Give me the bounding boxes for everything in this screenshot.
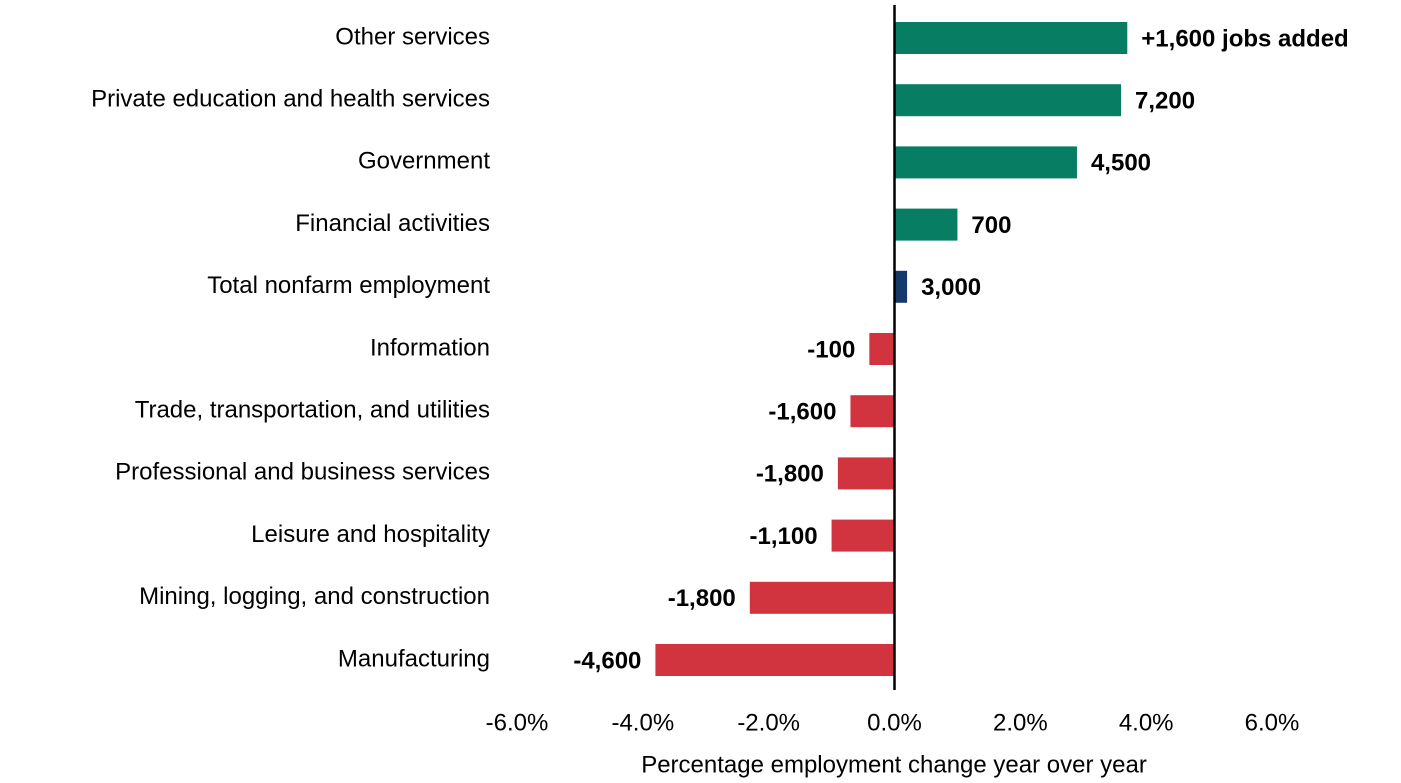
x-tick-label: -2.0% <box>737 709 800 736</box>
value-label: -1,800 <box>756 461 824 488</box>
y-tick-label: Professional and business services <box>115 459 490 486</box>
bar <box>894 84 1121 117</box>
x-tick-label: 0.0% <box>867 709 922 736</box>
value-label: -1,100 <box>750 523 818 550</box>
value-label: 4,500 <box>1091 150 1151 177</box>
value-label: 7,200 <box>1135 88 1195 115</box>
value-label: -100 <box>807 336 855 363</box>
bar <box>894 270 908 303</box>
value-label: +1,600 jobs added <box>1141 25 1348 52</box>
bar <box>831 519 895 552</box>
y-tick-label: Other services <box>335 23 490 50</box>
y-tick-label: Total nonfarm employment <box>207 272 490 299</box>
bar <box>850 395 895 428</box>
bar <box>655 644 895 676</box>
bar <box>869 333 895 365</box>
bar <box>894 22 1128 54</box>
value-label: -1,600 <box>768 399 836 426</box>
y-tick-label: Information <box>370 334 490 361</box>
x-tick-label: 6.0% <box>1245 709 1300 736</box>
y-tick-label: Mining, logging, and construction <box>139 583 490 610</box>
x-tick-label: -4.0% <box>611 709 674 736</box>
x-tick-label: 2.0% <box>993 709 1048 736</box>
y-tick-label: Leisure and hospitality <box>251 521 490 548</box>
bar <box>894 208 958 241</box>
value-label: -4,600 <box>573 647 641 674</box>
y-tick-label: Government <box>358 148 490 175</box>
y-tick-label: Trade, transportation, and utilities <box>135 397 490 424</box>
value-label: 3,000 <box>921 274 981 301</box>
value-label: 700 <box>971 212 1011 239</box>
y-tick-label: Private education and health services <box>91 86 490 113</box>
y-tick-label: Financial activities <box>295 210 490 237</box>
x-tick-label: 4.0% <box>1119 709 1174 736</box>
x-axis-title: Percentage employment change year over y… <box>641 751 1147 778</box>
bar <box>894 146 1077 179</box>
value-label: -1,800 <box>668 585 736 612</box>
bar <box>837 457 895 490</box>
y-tick-label: Manufacturing <box>338 645 490 672</box>
bar <box>749 581 895 614</box>
x-tick-label: -6.0% <box>486 709 549 736</box>
